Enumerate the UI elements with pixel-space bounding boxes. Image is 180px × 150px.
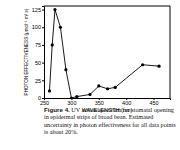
tick: 250 xyxy=(40,98,49,106)
tick-label: 350 xyxy=(95,100,104,106)
tick-label: 50 xyxy=(35,60,41,66)
data-point xyxy=(59,26,62,29)
tick-mark xyxy=(42,63,44,64)
data-point xyxy=(97,84,100,87)
data-point xyxy=(157,65,160,68)
tick: 0 xyxy=(38,95,44,101)
tick: 25 xyxy=(35,78,44,84)
tick: 450 xyxy=(149,98,158,106)
tick-mark xyxy=(42,10,44,11)
tick-label: 100 xyxy=(32,24,41,30)
tick-label: 300 xyxy=(67,100,76,106)
tick-label: 250 xyxy=(40,100,49,106)
data-point xyxy=(75,95,78,98)
tick-label: 125 xyxy=(32,7,41,13)
tick-label: 450 xyxy=(149,100,158,106)
data-line xyxy=(49,10,159,98)
tick-label: 25 xyxy=(35,78,41,84)
y-axis-title: PHOTON EFFECTIVENESS (μmol⁻¹ m² s) xyxy=(24,8,29,95)
tick: 125 xyxy=(32,7,44,13)
caption-label: Figure 4. xyxy=(44,106,70,113)
data-point xyxy=(48,89,51,92)
tick-label: 75 xyxy=(35,42,41,48)
tick-mark xyxy=(42,98,44,99)
tick-mark xyxy=(42,27,44,28)
axis-line xyxy=(42,7,45,99)
data-point xyxy=(88,93,91,96)
data-point xyxy=(141,63,144,66)
tick-mark xyxy=(42,45,44,46)
tick: 100 xyxy=(32,24,44,30)
data-point xyxy=(51,43,54,46)
yticks-axis: 0 25 50 75 100 125 xyxy=(32,7,45,102)
tick: 350 xyxy=(95,98,104,106)
tick-label: 0 xyxy=(38,95,41,101)
tick: 400 xyxy=(122,98,131,106)
data-point xyxy=(70,96,73,98)
plot-area xyxy=(48,8,161,98)
tick: 75 xyxy=(35,42,44,48)
data-point xyxy=(64,68,67,71)
caption: Figure 4. UV action spectrum for stomata… xyxy=(44,106,178,136)
frame xyxy=(170,6,171,98)
caption-gap xyxy=(70,106,72,113)
data-point xyxy=(114,86,117,89)
tick: 50 xyxy=(35,60,44,66)
tick-label: 400 xyxy=(122,100,131,106)
xticks-axis: 250 300 350 400 450 xyxy=(40,98,171,106)
tick: 300 xyxy=(67,98,76,106)
data-point xyxy=(53,8,56,11)
data-point xyxy=(106,87,109,90)
frame xyxy=(44,6,170,7)
tick-mark xyxy=(42,80,44,81)
